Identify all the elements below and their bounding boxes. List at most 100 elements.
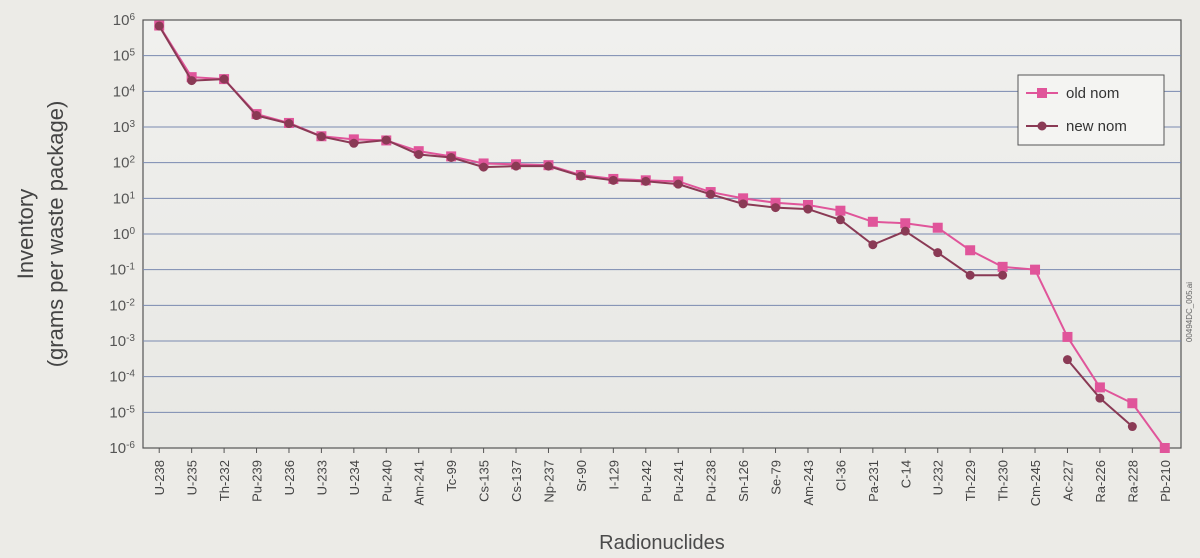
y-tick-label: 10-5 <box>109 404 135 422</box>
x-tick-label: Se-79 <box>769 460 784 495</box>
data-point-old-nom <box>835 205 846 216</box>
y-tick-label: 10-2 <box>109 297 135 315</box>
data-point-new-nom <box>803 204 813 214</box>
data-point-new-nom <box>706 189 716 199</box>
y-tick-labels: 106 105 104 103 102 101 100 10-1 10-2 10-3 10-4 10-… <box>109 12 135 458</box>
y-axis-title-line1: Inventory <box>13 189 38 280</box>
data-point-new-nom <box>900 226 910 236</box>
x-tick-label: Th-229 <box>963 460 978 501</box>
data-point-new-nom <box>933 248 943 258</box>
data-point-old-nom <box>1094 382 1105 393</box>
x-tick-label: Th-232 <box>217 460 232 501</box>
x-tick-label: Tc-99 <box>444 460 459 492</box>
x-tick-label: Cs-135 <box>477 460 492 502</box>
x-tick-labels: U-238 U-235 Th-232 Pu-239 U-236 U-233 U-234 Pu-… <box>152 448 1173 506</box>
data-point-new-nom <box>738 199 748 209</box>
data-point-new-nom <box>868 240 878 250</box>
data-point-new-nom <box>252 111 262 121</box>
x-tick-label: Pu-240 <box>379 460 394 502</box>
data-point-new-nom <box>1127 422 1137 432</box>
x-tick-label: Ra-228 <box>1125 460 1140 503</box>
x-tick-label: Np-237 <box>541 460 556 503</box>
data-point-new-nom <box>641 176 651 186</box>
data-point-old-nom <box>997 261 1008 272</box>
data-point-new-nom <box>673 179 683 189</box>
y-tick-label: 103 <box>113 119 136 137</box>
data-point-old-nom <box>965 245 976 256</box>
x-tick-label: Cl-36 <box>833 460 848 491</box>
x-tick-label: Am-241 <box>412 460 427 506</box>
x-tick-label: Pu-238 <box>704 460 719 502</box>
y-tick-label: 10-1 <box>109 261 135 279</box>
legend-marker-new-nom <box>1037 121 1047 131</box>
x-tick-label: I-129 <box>606 460 621 490</box>
data-point-old-nom <box>770 197 781 208</box>
x-tick-label: Pu-239 <box>250 460 265 502</box>
x-tick-label: Th-230 <box>996 460 1011 501</box>
gridlines <box>143 55 1181 413</box>
legend-marker-old-nom <box>1037 88 1047 98</box>
data-point-new-nom <box>998 270 1008 280</box>
data-point-new-nom <box>381 135 391 145</box>
legend: old nom new nom <box>1017 74 1165 146</box>
data-point-new-nom <box>1095 393 1105 403</box>
x-tick-label: Cm-245 <box>1028 460 1043 506</box>
image-code-label: 00494DC_005.ai <box>1185 282 1194 342</box>
data-point-old-nom <box>867 216 878 227</box>
y-tick-label: 10-3 <box>109 333 135 351</box>
y-tick-label: 104 <box>113 83 136 101</box>
y-tick-label: 106 <box>113 12 136 30</box>
x-tick-label: U-238 <box>152 460 167 495</box>
data-point-old-nom <box>1127 398 1138 409</box>
data-point-new-nom <box>479 162 489 172</box>
x-tick-label: Cs-137 <box>509 460 524 502</box>
x-tick-label: Pu-242 <box>639 460 654 502</box>
x-tick-label: U-234 <box>347 460 362 495</box>
data-point-old-nom <box>1062 331 1073 342</box>
x-tick-label: Am-243 <box>801 460 816 506</box>
data-point-new-nom <box>154 21 164 31</box>
y-tick-label: 105 <box>113 47 136 65</box>
y-tick-label: 101 <box>113 190 136 208</box>
data-point-new-nom <box>608 175 618 185</box>
series-new-nom <box>154 21 1137 432</box>
data-point-new-nom <box>835 215 845 225</box>
y-tick-label: 100 <box>113 226 136 244</box>
data-point-new-nom <box>446 152 456 162</box>
y-tick-label: 102 <box>113 154 136 172</box>
x-tick-label: Pa-231 <box>866 460 881 502</box>
data-point-new-nom <box>349 138 359 148</box>
x-tick-label: Pu-241 <box>671 460 686 502</box>
x-tick-label: Ac-227 <box>1060 460 1075 501</box>
data-point-new-nom <box>219 74 229 84</box>
x-tick-label: Pb-210 <box>1158 460 1173 502</box>
data-point-new-nom <box>187 76 197 86</box>
legend-label-old-nom: old nom <box>1066 85 1119 102</box>
data-point-new-nom <box>414 149 424 159</box>
data-point-old-nom <box>900 218 911 229</box>
data-point-new-nom <box>771 203 781 213</box>
data-point-old-nom <box>738 193 749 204</box>
x-tick-label: U-236 <box>282 460 297 495</box>
x-tick-label: U-235 <box>185 460 200 495</box>
x-tick-label: Ra-226 <box>1093 460 1108 503</box>
y-tick-label: 10-6 <box>109 440 135 458</box>
y-axis-title-line2: (grams per waste package) <box>43 101 68 368</box>
data-point-new-nom <box>511 161 521 171</box>
y-tick-label: 10-4 <box>109 368 135 386</box>
x-tick-label: U-232 <box>931 460 946 495</box>
series-layer <box>154 20 1170 453</box>
data-point-new-nom <box>543 161 553 171</box>
legend-box <box>1017 74 1165 146</box>
data-point-old-nom <box>1159 443 1170 453</box>
x-tick-label: C-14 <box>898 460 913 488</box>
legend-label-new-nom: new nom <box>1066 118 1127 135</box>
data-point-old-nom <box>932 222 943 233</box>
data-point-new-nom <box>284 119 294 129</box>
data-point-new-nom <box>1062 355 1072 365</box>
data-point-new-nom <box>316 132 326 142</box>
x-tick-label: U-233 <box>314 460 329 495</box>
x-tick-label: Sr-90 <box>574 460 589 492</box>
